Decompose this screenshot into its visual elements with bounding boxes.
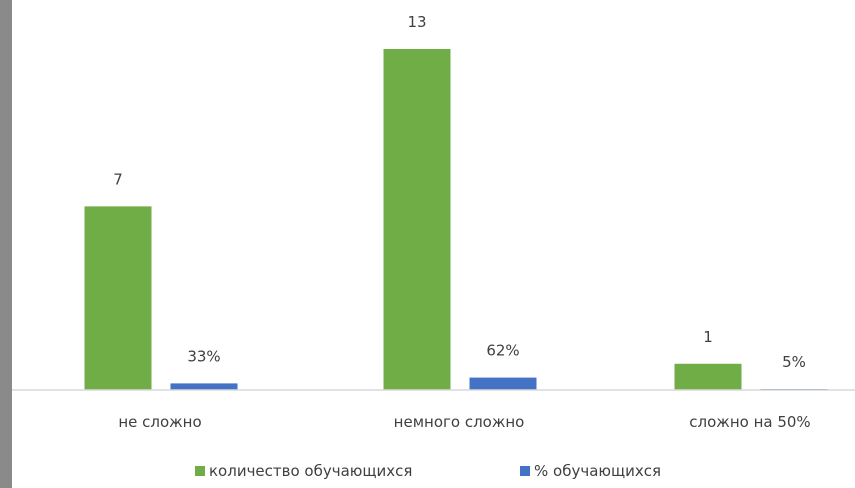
bar-count-1 — [84, 206, 152, 390]
bar-percent-1 — [170, 383, 238, 390]
data-label-count-3: 1 — [703, 328, 713, 346]
data-label-percent-1: 33% — [187, 347, 220, 365]
bar-percent-2 — [469, 377, 537, 390]
x-tick-label-1: не сложно — [118, 413, 201, 431]
data-label-percent-2: 62% — [486, 342, 519, 360]
legend-label-2: % обучающихся — [534, 462, 661, 480]
x-tick-label-2: немного сложно — [394, 413, 525, 431]
legend-swatch-1 — [195, 466, 205, 476]
bar-count-3 — [674, 363, 742, 390]
bars-layer — [84, 49, 828, 390]
data-label-percent-3: 5% — [782, 353, 806, 371]
legend-label-1: количество обучающихся — [209, 462, 412, 480]
legend-swatch-2 — [520, 466, 530, 476]
x-tick-label-3: сложно на 50% — [689, 413, 810, 431]
data-label-count-1: 7 — [113, 170, 123, 188]
labels-layer: 7 33% не сложно 13 62% немного сложно 1 5% сложн… — [113, 13, 810, 431]
left-border — [0, 0, 12, 488]
bar-count-2 — [383, 49, 451, 390]
legend: количество обучающихся % обучающихся — [195, 462, 661, 480]
data-label-count-2: 13 — [407, 13, 426, 31]
